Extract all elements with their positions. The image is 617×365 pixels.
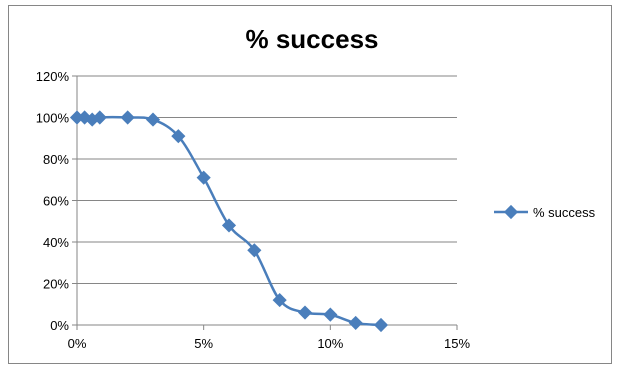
y-tick-label: 40% [43,235,69,250]
data-point-marker [373,317,389,333]
data-point-marker [196,170,211,185]
y-tick-label: 100% [36,111,70,126]
y-tick-label: 60% [43,194,69,209]
chart-area-border [8,5,612,364]
y-tick-label: 80% [43,152,69,167]
legend: % success [494,204,596,220]
data-point-marker [272,293,287,308]
x-tick-label: 15% [444,336,470,351]
x-tick-label: 5% [194,336,213,351]
data-point-marker [171,129,186,144]
axes: 0% 20% 40% 60% 80% 100% 120% 0% 5% 10% 15% [36,69,471,351]
legend-entry-label: % success [533,205,596,220]
legend-marker-swatch [503,204,519,220]
data-point-marker [323,307,338,322]
x-tick-label: 10% [317,336,343,351]
data-point-marker [348,315,363,330]
data-point-marker [221,218,237,233]
y-tick-label: 120% [36,69,70,84]
y-tick-label: 0% [50,318,69,333]
chart-title: % success [246,24,379,54]
y-tick-label: 20% [43,277,69,292]
data-point-marker [297,305,313,320]
x-tick-label: 0% [68,336,87,351]
